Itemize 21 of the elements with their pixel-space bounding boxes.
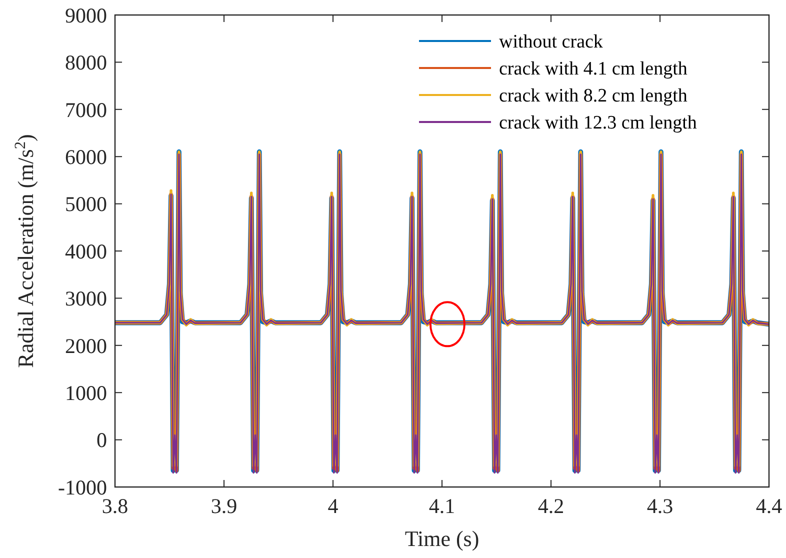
y-tick-label: 9000 (65, 3, 107, 28)
x-tick-label: 4.1 (428, 494, 456, 518)
x-tick-label: 3.9 (210, 494, 238, 518)
y-tick-label: 0 (96, 428, 107, 452)
x-tick-label: 4.2 (538, 494, 564, 518)
x-axis-title: Time (s) (404, 526, 480, 551)
y-tick-label: 2000 (65, 334, 107, 358)
y-tick-label: 4000 (65, 239, 107, 264)
x-tick-label: 4.4 (756, 494, 783, 518)
y-tick-label: 6000 (65, 144, 107, 169)
y-tick-label: 7000 (65, 98, 107, 122)
y-tick-label: 5000 (65, 192, 107, 216)
y-tick-label: 3000 (65, 286, 107, 311)
legend-label: crack with 12.3 cm length (499, 112, 698, 134)
legend-label: crack with 4.1 cm length (499, 58, 688, 80)
y-tick-label: 1000 (65, 380, 107, 405)
legend-label: crack with 8.2 cm length (499, 86, 688, 107)
y-tick-label: 8000 (65, 50, 107, 75)
x-tick-label: 4 (328, 494, 339, 518)
x-tick-label: 4.3 (646, 494, 674, 518)
legend-label: without crack (499, 32, 604, 53)
